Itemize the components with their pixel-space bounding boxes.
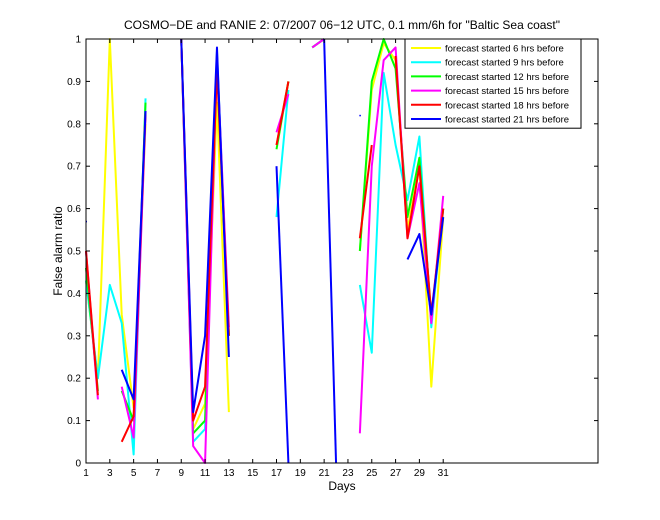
x-tick-label: 15 bbox=[247, 468, 259, 479]
x-tick-label: 31 bbox=[438, 468, 450, 479]
y-tick-label: 0.1 bbox=[67, 416, 81, 427]
x-tick-label: 19 bbox=[295, 468, 307, 479]
y-tick-label: 0.6 bbox=[67, 204, 81, 215]
series-point bbox=[359, 114, 361, 117]
x-tick-label: 21 bbox=[319, 468, 331, 479]
series-line bbox=[275, 81, 290, 146]
x-tick-label: 1 bbox=[83, 468, 89, 479]
x-tick-label: 3 bbox=[107, 468, 113, 479]
series-line bbox=[406, 216, 445, 316]
series-line bbox=[275, 166, 290, 464]
x-tick-label: 9 bbox=[178, 468, 184, 479]
x-tick-label: 11 bbox=[200, 468, 211, 479]
x-tick-label: 5 bbox=[131, 468, 137, 479]
y-tick-label: 0.8 bbox=[67, 119, 81, 130]
y-tick-label: 0.5 bbox=[67, 247, 81, 258]
x-tick-label: 23 bbox=[342, 468, 354, 479]
x-tick-label: 27 bbox=[390, 468, 402, 479]
x-tick-label: 7 bbox=[155, 468, 161, 479]
legend-entry: forecast started 12 hrs before bbox=[445, 72, 569, 83]
y-tick-label: 0 bbox=[75, 459, 81, 470]
series-6 bbox=[85, 38, 445, 464]
legend-entry: forecast started 6 hrs before bbox=[445, 44, 564, 55]
legend-box bbox=[404, 38, 582, 129]
legend: forecast started 6 hrs before forecast st… bbox=[404, 38, 582, 129]
y-tick-label: 0.9 bbox=[67, 77, 81, 88]
y-axis-label: False alarm ratio bbox=[51, 206, 65, 296]
chart-title: COSMO−DE and RANIE 2: 07/2007 06−12 UTC,… bbox=[124, 18, 560, 32]
x-tick-label: 25 bbox=[366, 468, 378, 479]
axes: 1 3 5 7 9 11 13 15 17 19 21 23 25 27 29 3100.10.20.30.4… bbox=[67, 35, 599, 479]
series-line bbox=[323, 38, 338, 464]
x-tick-label: 17 bbox=[271, 468, 283, 479]
series-line bbox=[358, 144, 373, 239]
series-line bbox=[180, 38, 230, 414]
legend-entry: forecast started 15 hrs before bbox=[445, 86, 569, 97]
x-tick-label: 13 bbox=[223, 468, 235, 479]
plot-area bbox=[85, 38, 445, 464]
y-tick-label: 0.3 bbox=[67, 331, 81, 342]
y-tick-label: 0.2 bbox=[67, 374, 81, 385]
y-tick-label: 0.4 bbox=[67, 289, 81, 300]
y-tick-label: 0.7 bbox=[67, 162, 81, 173]
legend-entry: forecast started 9 hrs before bbox=[445, 58, 564, 69]
series-line bbox=[85, 250, 99, 396]
legend-entry: forecast started 18 hrs before bbox=[445, 100, 569, 111]
legend-entry: forecast started 21 hrs before bbox=[445, 115, 569, 126]
x-tick-label: 29 bbox=[414, 468, 426, 479]
y-tick-label: 1 bbox=[75, 35, 81, 46]
series-line bbox=[120, 111, 147, 401]
series-line bbox=[311, 38, 325, 49]
x-axis-label: Days bbox=[328, 479, 355, 493]
